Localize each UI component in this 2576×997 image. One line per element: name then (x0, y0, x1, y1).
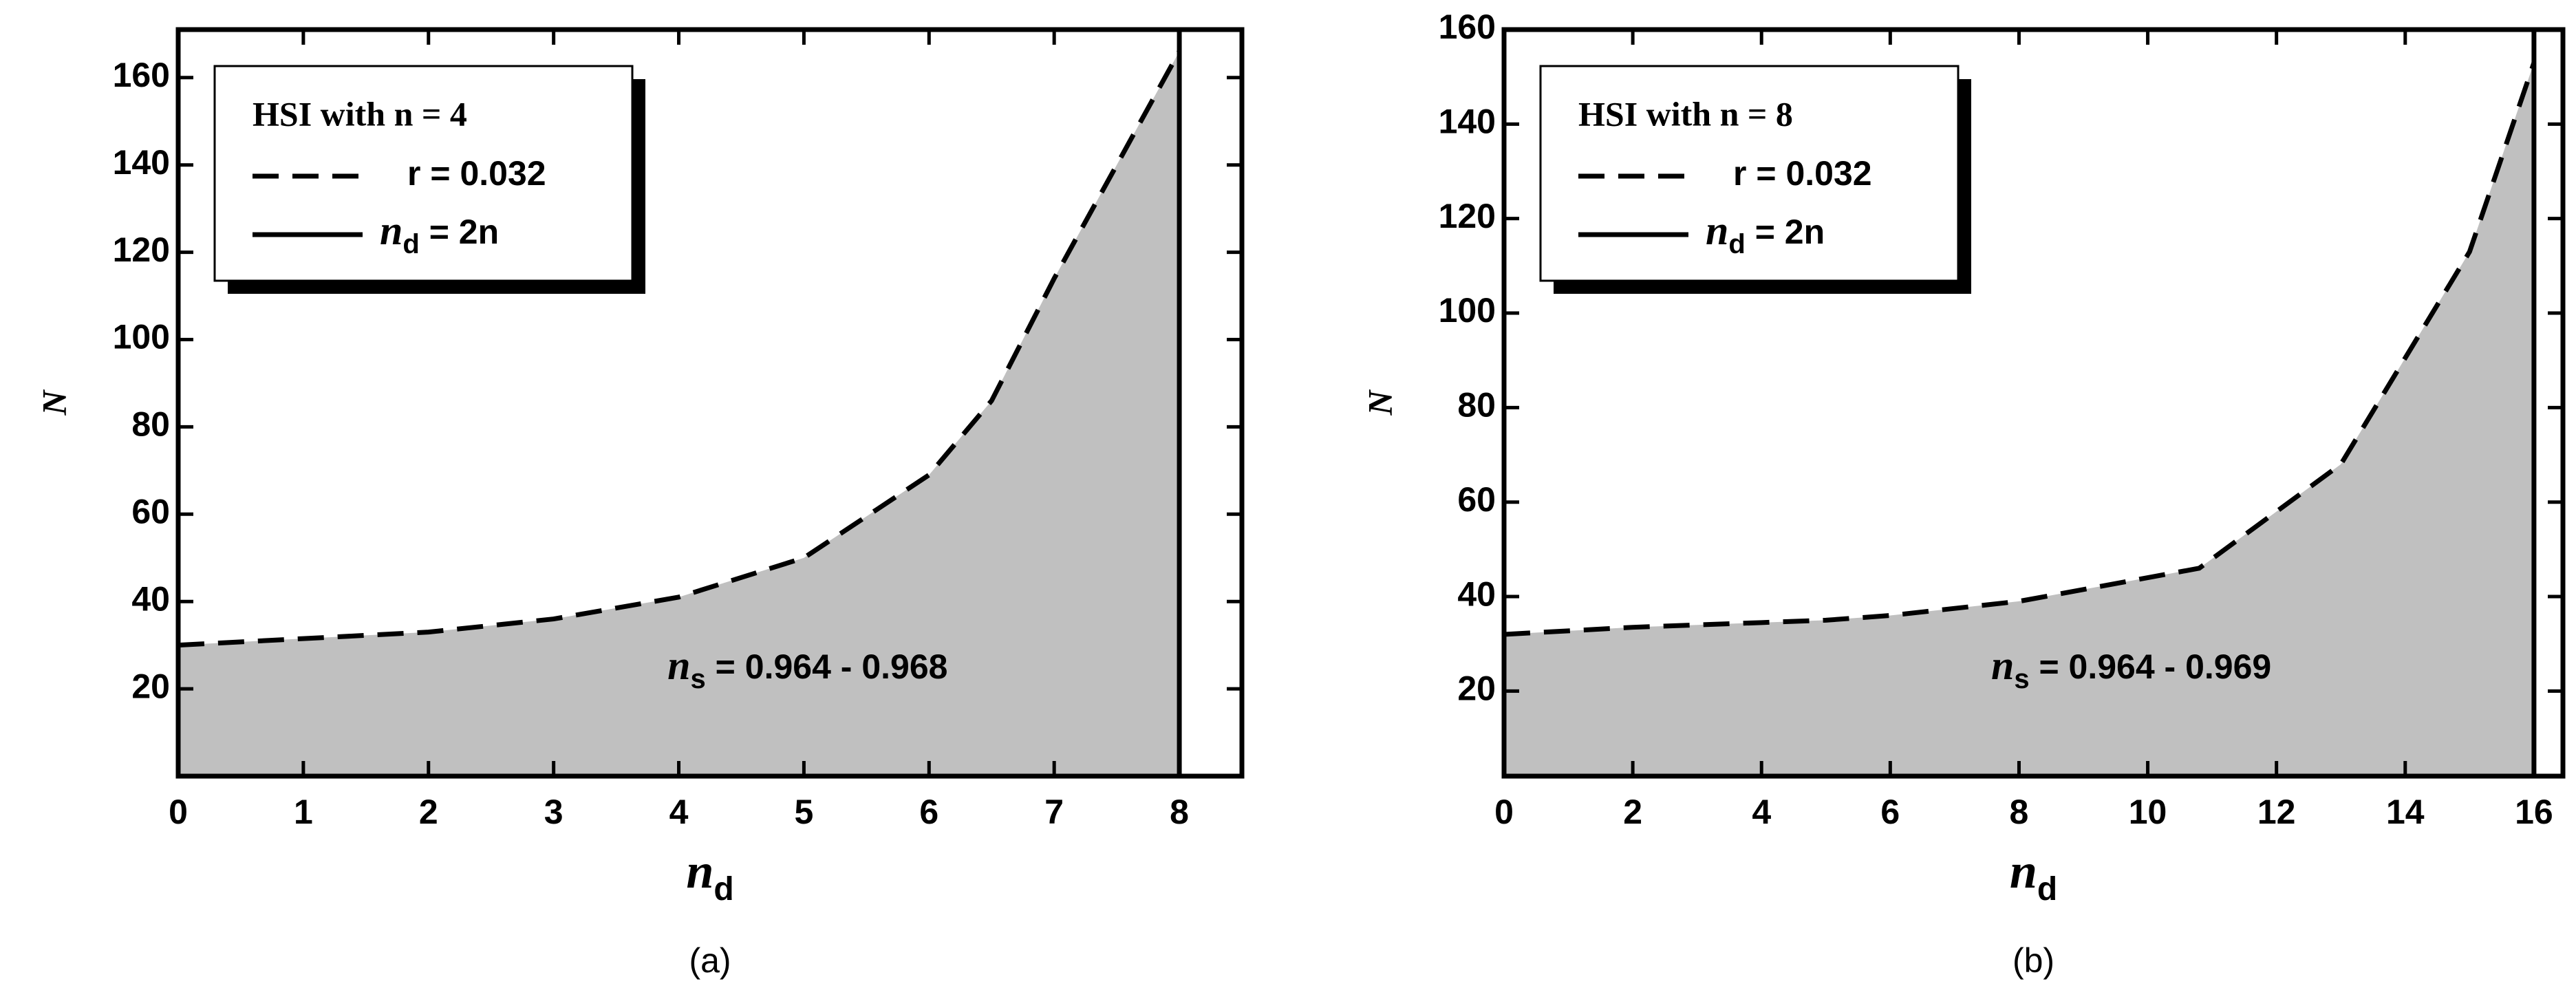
plot-frame (175, 27, 1245, 779)
label-sub: d (1728, 229, 1745, 259)
label-main: n (380, 208, 402, 253)
legend-label: nd = 2n (1706, 208, 1825, 259)
caption: (b) (2012, 941, 2054, 980)
x-label-main: n (2010, 844, 2037, 899)
y-tick-label: 80 (131, 405, 170, 444)
y-tick-label: 160 (1439, 8, 1496, 46)
annotation: ns = 0.964 - 0.969 (1991, 643, 2271, 694)
annotation-rest: = 0.964 - 0.968 (706, 647, 948, 686)
x-label-main: n (686, 844, 713, 899)
y-axis-label: N (1360, 389, 1399, 416)
x-tick-label: 2 (1623, 793, 1642, 831)
legend-label: r = 0.032 (407, 154, 546, 193)
x-label-sub: d (2037, 871, 2057, 908)
chart: 0 2 4 6 8 10 12 14 1620406080100120140160ndN(b)H… (1360, 8, 2566, 980)
legend-title: HSI with n = 8 (1578, 94, 1793, 133)
y-tick-label: 120 (1439, 197, 1496, 235)
x-tick-label: 6 (919, 793, 938, 831)
y-tick-label: 60 (131, 493, 170, 531)
label-rest: = 2n (1746, 213, 1825, 251)
x-tick-label: 3 (544, 793, 564, 831)
x-tick-label: 10 (2129, 793, 2167, 831)
x-tick-label: 0 (1494, 793, 1514, 831)
x-label-sub: d (713, 871, 733, 908)
y-tick-label: 100 (113, 318, 170, 356)
y-axis-label: N (34, 389, 73, 416)
label-main: n (1706, 208, 1728, 253)
legend-label: nd = 2n (380, 208, 499, 259)
y-tick-label: 40 (131, 579, 170, 618)
y-tick-label: 60 (1457, 480, 1496, 519)
y-tick-label: 160 (113, 56, 170, 94)
x-tick-label: 2 (419, 793, 438, 831)
plot-frame (1501, 27, 2566, 779)
annotation-sub: s (691, 664, 706, 694)
x-tick-label: 4 (669, 793, 689, 831)
area (1504, 63, 2534, 776)
annotation-main: n (667, 643, 690, 688)
y-tick-label: 140 (113, 143, 170, 182)
annotation-rest: = 0.964 - 0.969 (2030, 647, 2272, 686)
x-tick-label: 4 (1752, 793, 1771, 831)
x-tick-label: 6 (1880, 793, 1900, 831)
label-rest: = 2n (420, 213, 499, 251)
x-tick-label: 12 (2257, 793, 2296, 831)
x-tick-label: 5 (795, 793, 814, 831)
series-line (1504, 61, 2537, 637)
legend-box (1539, 65, 1960, 282)
annotation-sub: s (2014, 664, 2029, 694)
legend-box (213, 65, 634, 282)
y-tick-label: 140 (1439, 103, 1496, 141)
x-axis-label: nd (686, 844, 733, 908)
annotation-main: n (1991, 643, 2014, 688)
x-axis-label: nd (2010, 844, 2057, 908)
x-tick-label: 7 (1044, 793, 1064, 831)
x-tick-label: 8 (2010, 793, 2029, 831)
y-tick-label: 120 (113, 231, 170, 269)
y-tick-label: 40 (1457, 575, 1496, 613)
x-tick-label: 0 (169, 793, 188, 831)
y-tick-label: 100 (1439, 291, 1496, 330)
caption: (a) (689, 941, 731, 980)
legend-label: r = 0.032 (1733, 154, 1872, 193)
y-tick-label: 80 (1457, 386, 1496, 425)
x-tick-label: 14 (2386, 793, 2425, 831)
annotation: ns = 0.964 - 0.968 (667, 643, 947, 694)
y-tick-label: 20 (131, 667, 170, 705)
label-sub: d (402, 229, 419, 259)
x-tick-label: 8 (1170, 793, 1189, 831)
x-tick-label: 16 (2515, 793, 2553, 831)
y-tick-label: 20 (1457, 669, 1496, 708)
area (178, 51, 1180, 776)
legend-title: HSI with n = 4 (253, 94, 467, 133)
x-tick-label: 1 (294, 793, 313, 831)
series-line (178, 50, 1182, 648)
